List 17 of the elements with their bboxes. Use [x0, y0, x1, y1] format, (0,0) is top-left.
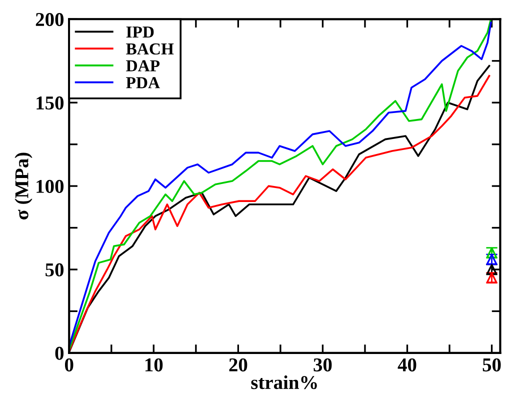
x-tick-label: 50: [482, 358, 501, 372]
legend-label: BACH: [126, 43, 174, 55]
x-tick-label: 0: [65, 358, 74, 372]
y-tick-label: 50: [46, 263, 64, 276]
y-tick-label: 0: [55, 346, 64, 360]
x-tick-label: 40: [398, 358, 416, 372]
x-tick-label: 10: [145, 358, 163, 372]
y-axis-title: σ (MPa): [14, 152, 32, 220]
x-axis-title: strain%: [251, 375, 317, 390]
x-tick-label: 30: [314, 358, 332, 372]
legend-label: PDA: [126, 77, 160, 88]
legend-label: IPD: [126, 26, 154, 38]
y-tick-label: 100: [36, 180, 64, 193]
y-tick-label: 150: [36, 96, 64, 110]
y-tick-label: 200: [36, 12, 64, 26]
x-tick-label: 20: [229, 358, 248, 372]
legend-label: DAP: [126, 60, 160, 72]
